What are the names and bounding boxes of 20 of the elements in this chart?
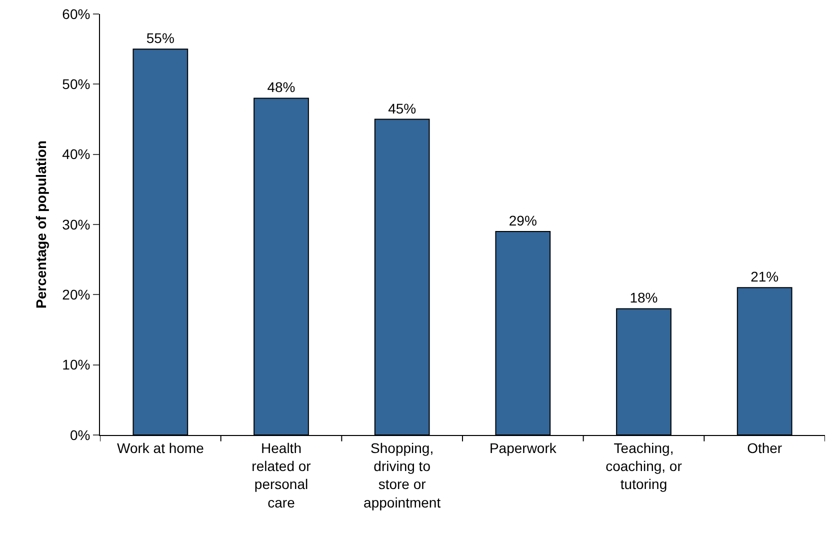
data-label: 29%: [508, 212, 537, 229]
x-tick-label: Work at home: [116, 440, 204, 456]
y-tick-label: 60%: [62, 6, 90, 22]
y-tick-label: 40%: [62, 146, 90, 162]
y-tick-label: 0%: [70, 426, 90, 443]
data-label: 18%: [630, 290, 658, 306]
data-label: 21%: [750, 268, 779, 285]
x-tick-label: Shopping, driving to store or appointment: [364, 440, 441, 510]
x-tick-label: Other: [747, 440, 782, 456]
data-label: 45%: [388, 100, 416, 116]
y-tick-label: 20%: [62, 286, 90, 303]
x-tick-label: Paperwork: [489, 440, 558, 456]
y-tick-label: 30%: [62, 216, 90, 232]
y-tick-label: 10%: [62, 356, 90, 373]
x-tick-label: Teaching, coaching, or tutoring: [606, 440, 682, 492]
y-axis-title: Percentage of population: [32, 140, 49, 309]
x-tick-label: Health related or personal care: [252, 440, 312, 510]
y-tick-label: 50%: [62, 76, 90, 92]
data-label: 55%: [146, 30, 174, 46]
data-label: 48%: [267, 79, 296, 96]
